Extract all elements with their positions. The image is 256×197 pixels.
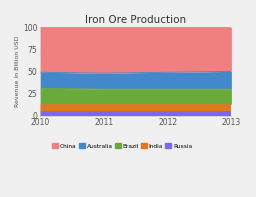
Title: Iron Ore Production: Iron Ore Production [85,15,186,25]
Y-axis label: Revenue in Billion USD: Revenue in Billion USD [15,36,20,107]
Legend: China, Australia, Brazil, India, Russia: China, Australia, Brazil, India, Russia [52,143,192,149]
